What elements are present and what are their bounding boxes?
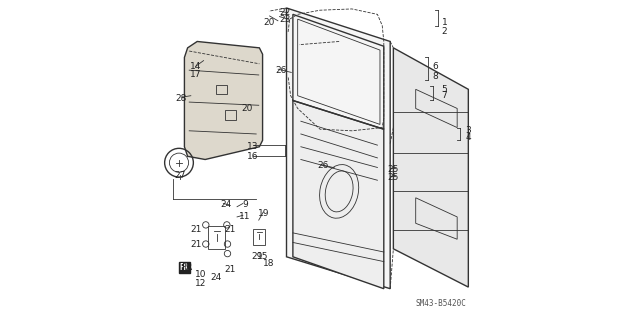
Text: 14: 14: [190, 63, 201, 71]
Text: 24: 24: [220, 200, 232, 209]
Text: 19: 19: [259, 209, 270, 218]
Text: SM43-B5420C: SM43-B5420C: [416, 299, 467, 308]
Text: 2: 2: [442, 27, 447, 36]
Polygon shape: [394, 48, 468, 287]
Text: 21: 21: [225, 225, 236, 234]
Text: 6: 6: [432, 63, 438, 71]
Text: 23: 23: [279, 15, 291, 24]
Text: 11: 11: [239, 212, 251, 221]
Text: 21: 21: [225, 265, 236, 274]
Text: 4: 4: [465, 133, 471, 142]
Text: 28: 28: [175, 94, 187, 103]
Text: 13: 13: [247, 142, 259, 151]
Text: 8: 8: [432, 72, 438, 81]
Text: 26: 26: [317, 161, 329, 170]
Polygon shape: [287, 8, 390, 289]
Text: 25: 25: [388, 173, 399, 182]
Text: 20: 20: [263, 18, 275, 27]
Text: FR: FR: [180, 263, 189, 272]
Text: 29: 29: [252, 252, 263, 261]
Text: 26: 26: [275, 66, 287, 75]
Text: 3: 3: [465, 126, 471, 135]
Text: 21: 21: [191, 240, 202, 249]
Text: 16: 16: [247, 152, 259, 161]
Text: 1: 1: [442, 18, 447, 27]
Text: 15: 15: [257, 252, 268, 261]
Text: 25: 25: [388, 165, 399, 174]
Text: 5: 5: [442, 85, 447, 94]
Text: 10: 10: [195, 270, 206, 279]
Polygon shape: [293, 100, 384, 289]
Text: 24: 24: [211, 273, 222, 282]
Text: 21: 21: [191, 225, 202, 234]
Text: 27: 27: [175, 171, 186, 180]
Text: 9: 9: [242, 200, 248, 209]
Text: 17: 17: [190, 70, 202, 79]
Text: 22: 22: [279, 8, 291, 17]
Text: 20: 20: [241, 104, 252, 113]
Text: FR: FR: [181, 263, 193, 272]
Polygon shape: [184, 41, 262, 160]
Text: 12: 12: [195, 279, 206, 288]
Text: 7: 7: [442, 91, 447, 100]
Text: 18: 18: [263, 259, 275, 268]
